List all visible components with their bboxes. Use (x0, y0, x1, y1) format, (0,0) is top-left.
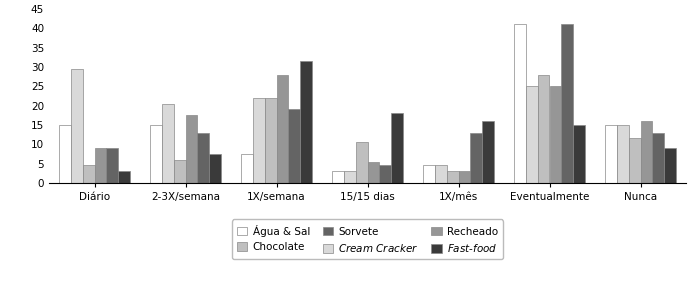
Bar (162, 104, 174, 183)
Bar (514, 24, 526, 183)
Bar (197, 133, 209, 183)
Bar (470, 133, 482, 183)
Bar (605, 125, 617, 183)
Bar (265, 98, 277, 183)
Bar (526, 86, 538, 183)
Bar (174, 160, 186, 183)
Bar (435, 165, 447, 183)
Bar (71, 69, 83, 183)
Bar (379, 165, 391, 183)
Bar (209, 154, 221, 183)
Bar (344, 171, 356, 183)
Bar (640, 121, 652, 183)
Bar (356, 142, 368, 183)
Bar (186, 115, 197, 183)
Bar (447, 171, 459, 183)
Bar (332, 171, 344, 183)
Bar (94, 148, 106, 183)
Bar (664, 148, 676, 183)
Bar (617, 125, 629, 183)
Bar (241, 154, 253, 183)
Bar (538, 75, 550, 183)
Bar (652, 133, 664, 183)
Bar (573, 125, 585, 183)
Bar (59, 125, 71, 183)
Bar (150, 125, 162, 183)
Bar (106, 148, 118, 183)
Bar (458, 171, 470, 183)
Bar (423, 165, 435, 183)
Bar (83, 165, 94, 183)
Bar (253, 98, 265, 183)
Bar (288, 109, 300, 183)
Bar (276, 75, 288, 183)
Bar (300, 61, 312, 183)
Bar (550, 86, 561, 183)
Bar (629, 138, 640, 183)
Bar (561, 24, 573, 183)
Bar (368, 162, 379, 183)
Bar (118, 171, 130, 183)
Bar (482, 121, 494, 183)
Bar (391, 113, 403, 183)
Legend: Água & Sal, Chocolate, Sorvete, $\it{Cream\ Cracker}$, Recheado, $\it{Fast\text{: Água & Sal, Chocolate, Sorvete, $\it{Cre… (232, 219, 503, 259)
